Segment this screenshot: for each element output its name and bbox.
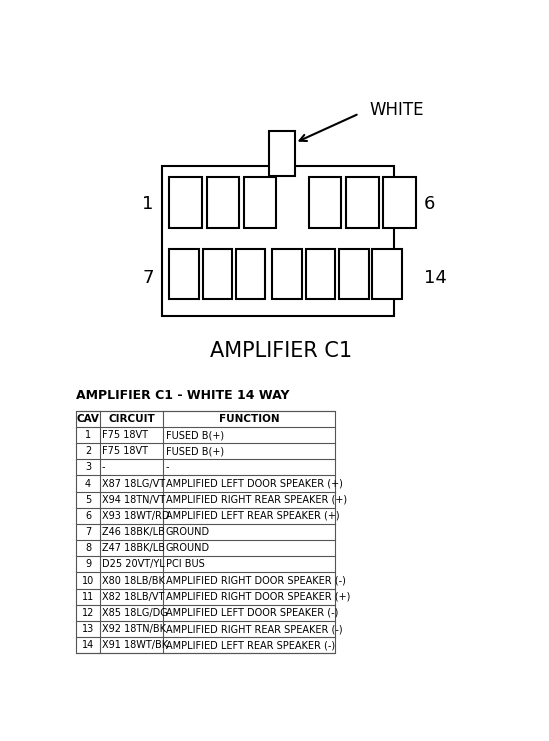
Text: AMPLIFIER C1: AMPLIFIER C1 [210,341,352,361]
Bar [272,249,302,299]
Text: AMPLIFIED LEFT DOOR SPEAKER (+): AMPLIFIED LEFT DOOR SPEAKER (+) [165,479,343,488]
Bar [346,178,379,227]
Text: AMPLIFIED LEFT DOOR SPEAKER (-): AMPLIFIED LEFT DOOR SPEAKER (-) [165,608,338,618]
Text: 4: 4 [85,479,91,488]
Text: -: - [165,462,169,472]
Text: 6: 6 [424,196,435,213]
Text: 9: 9 [85,559,91,569]
Text: PCI BUS: PCI BUS [165,559,204,569]
Text: AMPLIFIER C1 - WHITE 14 WAY: AMPLIFIER C1 - WHITE 14 WAY [76,389,290,402]
Text: 1: 1 [85,430,91,440]
Bar [76,411,335,654]
Text: 14: 14 [424,268,446,287]
Text: X92 18TN/BK: X92 18TN/BK [102,624,166,634]
Bar [309,178,341,227]
Text: 7: 7 [85,527,91,537]
Bar [244,178,276,227]
Bar [236,249,266,299]
Text: -: - [102,462,105,472]
Text: 3: 3 [85,462,91,472]
Text: 8: 8 [85,543,91,554]
Text: X94 18TN/VT: X94 18TN/VT [102,495,165,505]
Bar [306,249,335,299]
Text: AMPLIFIED RIGHT DOOR SPEAKER (+): AMPLIFIED RIGHT DOOR SPEAKER (+) [165,592,350,602]
Text: F75 18VT: F75 18VT [102,430,148,440]
Text: Z46 18BK/LB: Z46 18BK/LB [102,527,165,537]
Text: 5: 5 [85,495,91,505]
Text: CIRCUIT: CIRCUIT [108,414,155,424]
Text: AMPLIFIED RIGHT REAR SPEAKER (+): AMPLIFIED RIGHT REAR SPEAKER (+) [165,495,346,505]
Bar [339,249,368,299]
Text: 1: 1 [143,196,154,213]
Text: 7: 7 [142,268,154,287]
Bar [170,178,202,227]
Text: FUSED B(+): FUSED B(+) [165,446,223,456]
Text: AMPLIFIED LEFT REAR SPEAKER (+): AMPLIFIED LEFT REAR SPEAKER (+) [165,511,339,521]
Text: AMPLIFIED LEFT REAR SPEAKER (-): AMPLIFIED LEFT REAR SPEAKER (-) [165,640,335,651]
Text: GROUND: GROUND [165,543,210,554]
Text: X82 18LB/VT: X82 18LB/VT [102,592,164,602]
Bar [206,178,239,227]
Text: X93 18WT/RD: X93 18WT/RD [102,511,170,521]
Text: 2: 2 [85,446,91,456]
Text: FUSED B(+): FUSED B(+) [165,430,223,440]
Text: 10: 10 [82,576,94,585]
Text: 11: 11 [82,592,94,602]
Text: Z47 18BK/LB: Z47 18BK/LB [102,543,165,554]
Text: AMPLIFIED RIGHT DOOR SPEAKER (-): AMPLIFIED RIGHT DOOR SPEAKER (-) [165,576,345,585]
Bar [383,178,416,227]
Text: AMPLIFIED RIGHT REAR SPEAKER (-): AMPLIFIED RIGHT REAR SPEAKER (-) [165,624,342,634]
Bar [372,249,402,299]
Bar [203,249,232,299]
Text: CAV: CAV [76,414,99,424]
Text: X87 18LG/VT: X87 18LG/VT [102,479,165,488]
Text: X80 18LB/BK: X80 18LB/BK [102,576,165,585]
Text: 13: 13 [82,624,94,634]
Text: 14: 14 [82,640,94,651]
Text: F75 18VT: F75 18VT [102,446,148,456]
Text: D25 20VT/YL: D25 20VT/YL [102,559,165,569]
Bar [268,131,295,176]
Text: 6: 6 [85,511,91,521]
Text: 12: 12 [82,608,94,618]
Text: X91 18WT/BK: X91 18WT/BK [102,640,168,651]
Bar [161,166,394,316]
Text: WHITE: WHITE [369,102,424,119]
Text: GROUND: GROUND [165,527,210,537]
Bar [170,249,199,299]
Text: FUNCTION: FUNCTION [219,414,279,424]
Text: X85 18LG/DG: X85 18LG/DG [102,608,167,618]
